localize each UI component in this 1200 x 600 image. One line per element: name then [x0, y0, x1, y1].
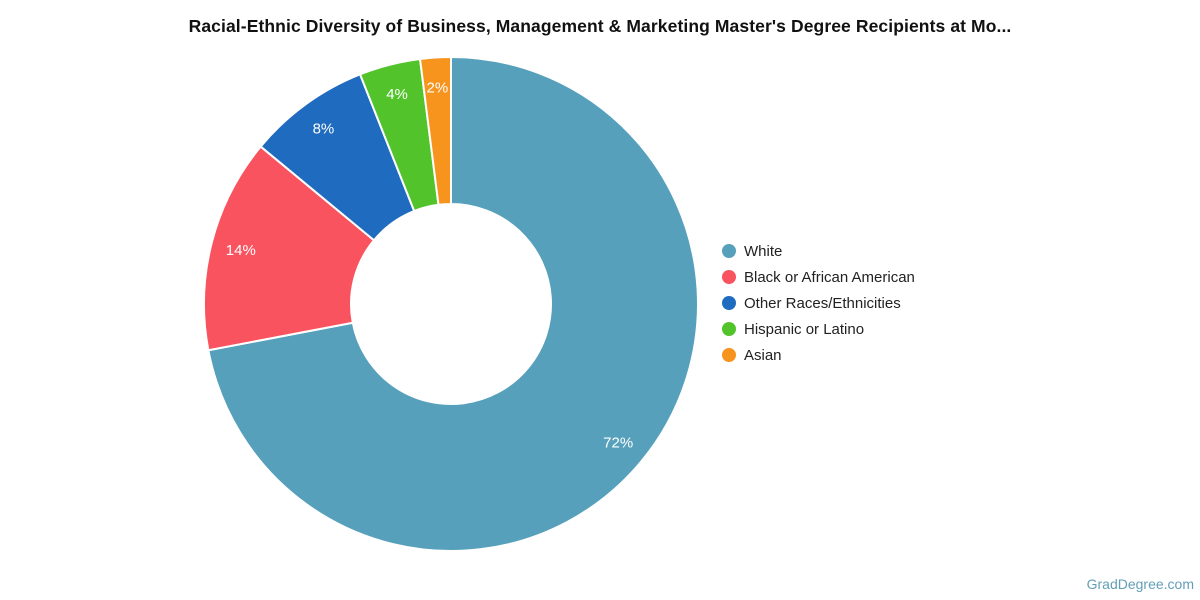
legend-label-white: White	[744, 242, 783, 260]
legend-item-black-or-african-american[interactable]: Black or African American	[722, 264, 915, 290]
legend-label-black-or-african-american: Black or African American	[744, 268, 915, 286]
slice-label-asian: 2%	[427, 79, 449, 96]
legend-item-hispanic-or-latino[interactable]: Hispanic or Latino	[722, 316, 915, 342]
slice-asian[interactable]	[419, 56, 452, 206]
legend-swatch-asian	[722, 348, 736, 362]
slice-label-other-races-ethnicities: 8%	[313, 120, 335, 137]
legend-swatch-other-races-ethnicities	[722, 296, 736, 310]
legend: White Black or African American Other Race…	[722, 238, 915, 368]
legend-label-other-races-ethnicities: Other Races/Ethnicities	[744, 294, 901, 312]
legend-label-hispanic-or-latino: Hispanic or Latino	[744, 320, 865, 338]
legend-swatch-hispanic-or-latino	[722, 322, 736, 336]
legend-swatch-white	[722, 244, 736, 258]
chart-title: Racial-Ethnic Diversity of Business, Man…	[188, 16, 1012, 36]
slice-black-or-african-american[interactable]	[203, 145, 375, 352]
slice-label-white: 72%	[603, 434, 633, 451]
legend-swatch-black-or-african-american	[722, 270, 736, 284]
watermark-link[interactable]: GradDegree.com	[1086, 576, 1194, 592]
slice-label-black-or-african-american: 14%	[226, 242, 256, 259]
legend-item-white[interactable]: White	[722, 238, 915, 264]
legend-item-asian[interactable]: Asian	[722, 342, 915, 368]
slice-label-hispanic-or-latino: 4%	[386, 86, 408, 103]
legend-item-other-races-ethnicities[interactable]: Other Races/Ethnicities	[722, 290, 915, 316]
legend-label-asian: Asian	[744, 346, 782, 364]
slice-white[interactable]	[207, 56, 699, 552]
